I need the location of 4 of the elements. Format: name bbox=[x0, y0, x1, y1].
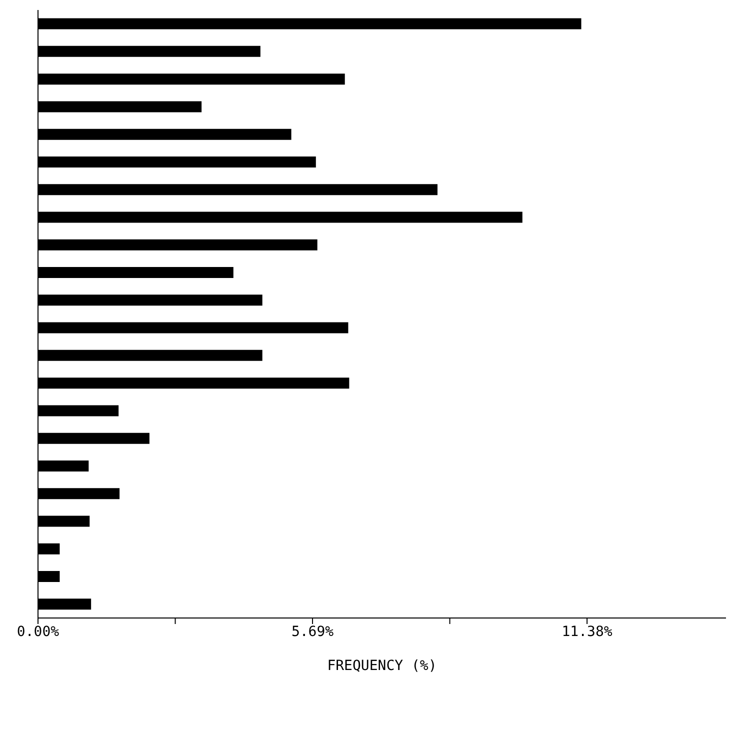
x-tick-label: 0.00% bbox=[16, 624, 60, 640]
x-tick-label: 11.38% bbox=[562, 624, 613, 640]
x-tick-label: 5.69% bbox=[291, 624, 334, 640]
x-axis-title: FREQUENCY (%) bbox=[327, 658, 437, 674]
